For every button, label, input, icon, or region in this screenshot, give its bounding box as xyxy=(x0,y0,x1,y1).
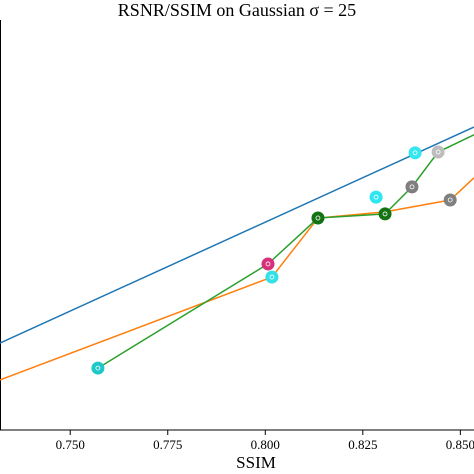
marker xyxy=(91,361,105,375)
marker-core xyxy=(315,215,321,221)
x-axis-label: SSIM xyxy=(236,453,276,472)
x-tick-label: 0.800 xyxy=(251,437,280,452)
marker xyxy=(405,180,419,194)
marker xyxy=(443,193,457,207)
marker xyxy=(431,145,445,159)
marker-core xyxy=(95,365,101,371)
marker xyxy=(311,211,325,225)
marker-core xyxy=(447,197,453,203)
chart-title: RSNR/SSIM on Gaussian σ = 25 xyxy=(118,0,356,20)
marker-core xyxy=(435,149,441,155)
marker-core xyxy=(382,211,388,217)
marker-core xyxy=(409,184,415,190)
marker-core xyxy=(265,261,271,267)
marker-core xyxy=(269,274,275,280)
marker xyxy=(265,270,279,284)
x-tick-label: 0.775 xyxy=(153,437,182,452)
marker-core xyxy=(412,150,418,156)
marker xyxy=(261,257,275,271)
series-line xyxy=(0,177,474,381)
x-tick-label: 0.750 xyxy=(56,437,85,452)
marker-core xyxy=(373,194,379,200)
x-tick-label: 0.825 xyxy=(348,437,377,452)
series-line xyxy=(97,134,474,369)
marker xyxy=(378,207,392,221)
marker xyxy=(369,190,383,204)
x-tick-label: 0.850 xyxy=(446,437,474,452)
series-line xyxy=(0,126,474,344)
marker xyxy=(408,146,422,160)
